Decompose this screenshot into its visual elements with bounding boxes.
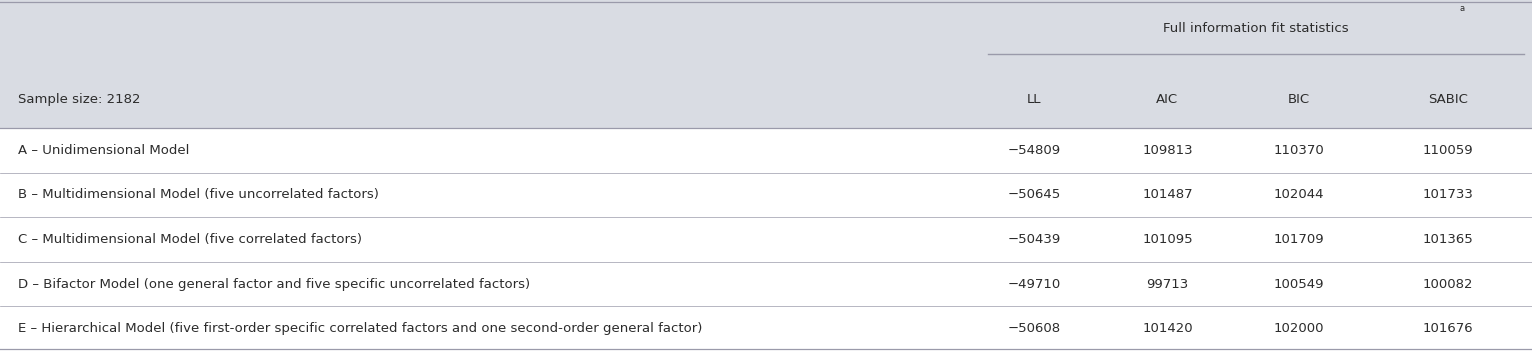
Text: 102000: 102000 xyxy=(1275,322,1324,335)
Text: D – Bifactor Model (one general factor and five specific uncorrelated factors): D – Bifactor Model (one general factor a… xyxy=(18,278,530,291)
Text: 101095: 101095 xyxy=(1141,233,1193,246)
Text: Sample size: 2182: Sample size: 2182 xyxy=(18,93,141,106)
Text: Full information fit statistics: Full information fit statistics xyxy=(1163,21,1350,35)
Text: 110059: 110059 xyxy=(1422,144,1474,157)
Text: a: a xyxy=(1460,4,1465,13)
Text: 102044: 102044 xyxy=(1275,188,1324,201)
Text: 110370: 110370 xyxy=(1273,144,1325,157)
Text: −50439: −50439 xyxy=(1008,233,1060,246)
Text: −50608: −50608 xyxy=(1008,322,1060,335)
Bar xyxy=(0,262,1532,306)
Text: 101420: 101420 xyxy=(1141,322,1193,335)
Text: 109813: 109813 xyxy=(1141,144,1193,157)
Text: −54809: −54809 xyxy=(1008,144,1060,157)
Text: 101365: 101365 xyxy=(1422,233,1474,246)
Bar xyxy=(0,128,1532,173)
Bar xyxy=(0,306,1532,351)
Text: BIC: BIC xyxy=(1288,93,1310,106)
Text: 101709: 101709 xyxy=(1273,233,1325,246)
Text: B – Multidimensional Model (five uncorrelated factors): B – Multidimensional Model (five uncorre… xyxy=(18,188,380,201)
Bar xyxy=(0,217,1532,262)
Bar xyxy=(0,173,1532,217)
Text: C – Multidimensional Model (five correlated factors): C – Multidimensional Model (five correla… xyxy=(18,233,363,246)
Text: LL: LL xyxy=(1026,93,1042,106)
Text: E – Hierarchical Model (five first-order specific correlated factors and one sec: E – Hierarchical Model (five first-order… xyxy=(18,322,703,335)
Text: −49710: −49710 xyxy=(1008,278,1060,291)
Text: 100549: 100549 xyxy=(1275,278,1324,291)
Text: −50645: −50645 xyxy=(1008,188,1060,201)
Text: 100082: 100082 xyxy=(1423,278,1472,291)
Text: SABIC: SABIC xyxy=(1428,93,1468,106)
Text: A – Unidimensional Model: A – Unidimensional Model xyxy=(18,144,190,157)
Text: 99713: 99713 xyxy=(1146,278,1189,291)
Text: AIC: AIC xyxy=(1157,93,1178,106)
Text: 101487: 101487 xyxy=(1141,188,1193,201)
Text: 101676: 101676 xyxy=(1422,322,1474,335)
Text: 101733: 101733 xyxy=(1422,188,1474,201)
